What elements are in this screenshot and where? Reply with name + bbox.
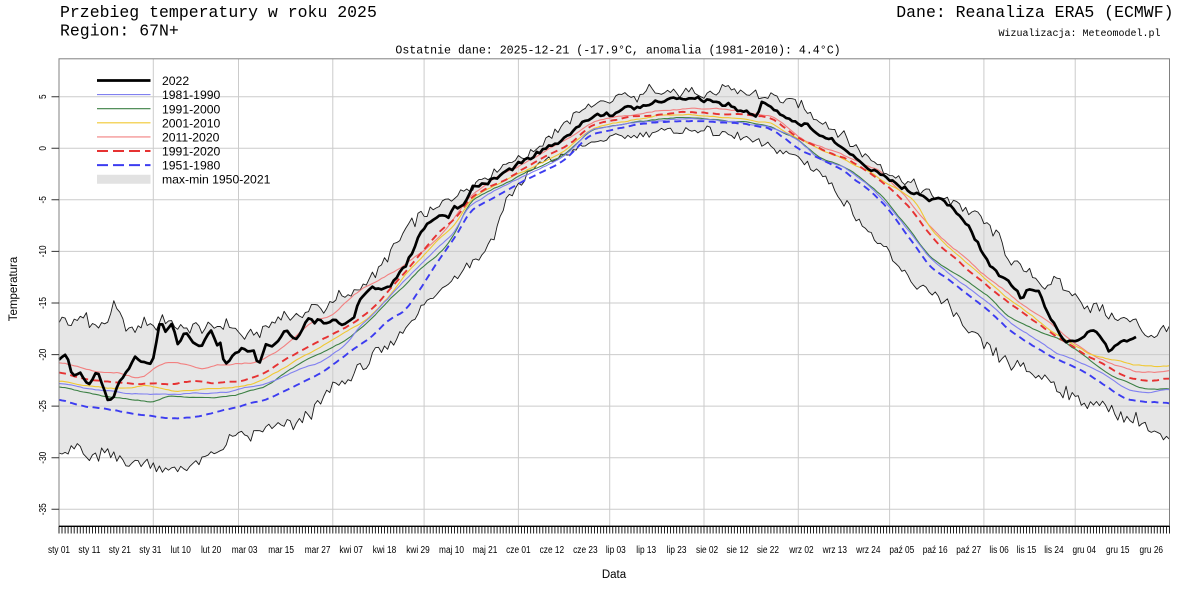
svg-text:max-min 1950-2021: max-min 1950-2021 [162,172,271,186]
svg-text:sty 21: sty 21 [109,545,131,556]
svg-text:lut 10: lut 10 [171,545,192,556]
svg-text:sty 11: sty 11 [78,545,100,556]
svg-text:mar 15: mar 15 [268,545,294,556]
svg-text:1951-1980: 1951-1980 [162,159,221,173]
svg-text:-15: -15 [38,297,49,309]
svg-text:kwi 18: kwi 18 [373,545,397,556]
svg-text:wrz 13: wrz 13 [822,545,848,556]
svg-text:mar 03: mar 03 [232,545,258,556]
svg-text:paź 27: paź 27 [956,545,981,556]
svg-text:lip 23: lip 23 [667,545,687,556]
svg-text:maj 10: maj 10 [439,545,464,556]
svg-text:paź 05: paź 05 [889,545,914,556]
svg-text:kwi 29: kwi 29 [406,545,430,556]
svg-text:-5: -5 [38,196,49,204]
svg-text:1981-1990: 1981-1990 [162,88,221,102]
svg-text:gru 15: gru 15 [1106,545,1130,556]
svg-text:1991-2020: 1991-2020 [162,145,221,159]
svg-text:wrz 02: wrz 02 [788,545,814,556]
svg-text:2011-2020: 2011-2020 [162,131,220,145]
svg-text:cze 23: cze 23 [573,545,598,556]
svg-text:cze 12: cze 12 [540,545,565,556]
svg-text:lis 15: lis 15 [1017,545,1037,556]
svg-text:5: 5 [38,94,49,99]
svg-text:sie 22: sie 22 [757,545,779,556]
svg-text:sie 12: sie 12 [726,545,748,556]
svg-text:lip 03: lip 03 [606,545,626,556]
svg-text:Wizualizacja: Meteomodel.pl: Wizualizacja: Meteomodel.pl [998,28,1160,40]
svg-text:kwi 07: kwi 07 [339,545,363,556]
svg-text:lip 13: lip 13 [636,545,656,556]
svg-text:gru 04: gru 04 [1073,545,1097,556]
svg-text:Data: Data [602,569,627,581]
svg-text:-20: -20 [38,348,49,360]
svg-text:sty 31: sty 31 [139,545,161,556]
svg-text:Przebieg temperatury w roku 20: Przebieg temperatury w roku 2025 [60,3,377,22]
svg-text:sie 02: sie 02 [696,545,718,556]
svg-text:mar 27: mar 27 [305,545,331,556]
svg-text:-35: -35 [38,503,49,515]
svg-text:-30: -30 [38,451,49,463]
svg-text:Dane: Reanaliza ERA5 (ECMWF): Dane: Reanaliza ERA5 (ECMWF) [896,3,1173,22]
svg-text:maj 21: maj 21 [472,545,497,556]
svg-text:Ostatnie dane: 2025-12-21 (-17: Ostatnie dane: 2025-12-21 (-17.9°C, anom… [395,45,840,58]
svg-text:2001-2010: 2001-2010 [162,116,221,130]
svg-text:lis 24: lis 24 [1044,545,1064,556]
svg-text:Temperatura: Temperatura [8,256,20,321]
svg-text:1991-2000: 1991-2000 [162,102,221,116]
svg-text:lis 06: lis 06 [989,545,1009,556]
svg-text:gru 26: gru 26 [1140,545,1164,556]
svg-text:lut 20: lut 20 [201,545,222,556]
svg-text:-10: -10 [38,245,49,257]
svg-text:cze 01: cze 01 [506,545,531,556]
svg-text:wrz 24: wrz 24 [855,545,881,556]
svg-text:0: 0 [38,146,49,151]
svg-text:-25: -25 [38,400,49,412]
svg-text:2022: 2022 [162,74,189,88]
svg-text:paź 16: paź 16 [923,545,948,556]
svg-text:Region: 67N+: Region: 67N+ [60,21,179,40]
svg-text:sty 01: sty 01 [48,545,70,556]
